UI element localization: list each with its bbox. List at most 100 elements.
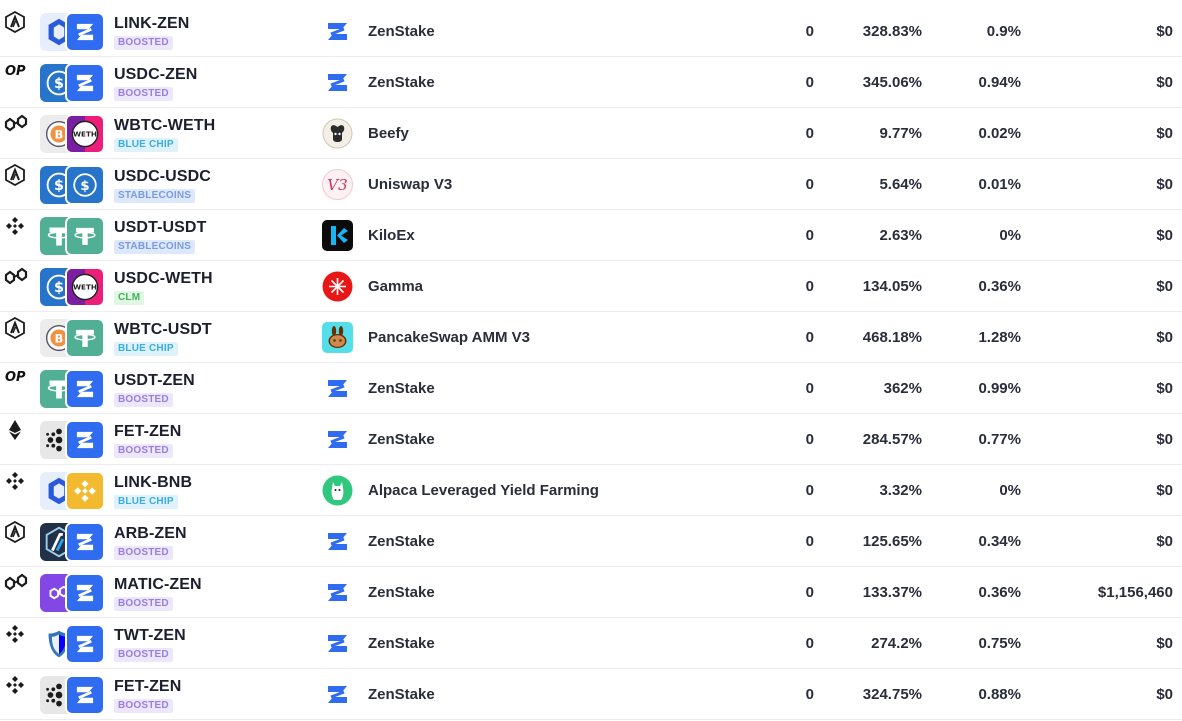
pair-name: MATIC-ZEN <box>114 576 202 593</box>
protocol-name: ZenStake <box>368 431 435 448</box>
table-row[interactable]: B WBTC-USDT BLUE CHIP PancakeSwap AMM V3 0 46… <box>0 312 1182 363</box>
tvl-value: $0 <box>1156 533 1173 550</box>
protocol-name: ZenStake <box>368 635 435 652</box>
table-row[interactable]: B WETH WBTC-WETH BLUE CHIP Beefy 0 9.77% 0.02% $… <box>0 108 1182 159</box>
bnb-token-icon <box>65 471 105 511</box>
daily-rate-value: 0.36% <box>978 278 1021 295</box>
ethereum-chain-icon <box>4 419 28 440</box>
deposited-value: 0 <box>805 329 814 346</box>
deposited-value: 0 <box>805 74 814 91</box>
apr-value: 274.2% <box>871 635 922 652</box>
daily-rate-value: 0.9% <box>986 23 1021 40</box>
deposited-value: 0 <box>805 125 814 142</box>
table-row[interactable]: TWT-ZEN BOOSTED ZenStake 0 274.2% 0.75% $0 <box>0 618 1182 669</box>
protocol-name: ZenStake <box>368 74 435 91</box>
table-row[interactable]: ARB-ZEN BOOSTED ZenStake 0 125.65% 0.34% $0 <box>0 516 1182 567</box>
table-row[interactable]: OP USDT-ZEN BOOSTED ZenStake 0 362% 0.99% $0 <box>0 363 1182 414</box>
daily-rate-value: 1.28% <box>978 329 1021 346</box>
zen-token-icon <box>65 369 105 409</box>
token-pair-icons: B <box>40 318 105 358</box>
token-pair-icons: B WETH <box>40 114 105 154</box>
protocol-name: PancakeSwap AMM V3 <box>368 329 531 346</box>
vault-tag-badge: BOOSTED <box>114 546 173 560</box>
bnb-chain-icon <box>4 215 28 235</box>
bnb-chain-icon <box>4 623 28 643</box>
zen-token-icon <box>65 675 105 715</box>
beefy-logo-icon <box>322 118 353 149</box>
daily-rate-value: 0.75% <box>978 635 1021 652</box>
table-row[interactable]: LINK-ZEN BOOSTED ZenStake 0 328.83% 0.9% $0 <box>0 6 1182 57</box>
tvl-value: $0 <box>1156 635 1173 652</box>
deposited-value: 0 <box>805 635 814 652</box>
svg-text:$: $ <box>54 76 64 92</box>
arbitrum-chain-icon <box>4 164 28 186</box>
table-row[interactable]: USDT-USDT STABLECOINS KiloEx 0 2.63% 0% $0 <box>0 210 1182 261</box>
arbitrum-chain-icon <box>4 521 28 543</box>
apr-value: 362% <box>883 380 922 397</box>
protocol-name: ZenStake <box>368 23 435 40</box>
usdt-token-icon <box>65 318 105 358</box>
weth-token-icon: WETH <box>65 267 105 307</box>
tvl-value: $0 <box>1156 227 1173 244</box>
bnb-chain-icon <box>4 470 28 490</box>
deposited-value: 0 <box>805 176 814 193</box>
pair-name: USDC-WETH <box>114 270 213 287</box>
svg-text:OP: OP <box>5 370 26 384</box>
apr-value: 133.37% <box>862 584 922 601</box>
apr-value: 2.63% <box>879 227 922 244</box>
table-row[interactable]: $ WETH USDC-WETH CLM Gamma 0 134.05% 0.36% $0 <box>0 261 1182 312</box>
token-pair-icons: $ <box>40 63 105 103</box>
zen-token-icon <box>65 63 105 103</box>
table-row[interactable]: FET-ZEN BOOSTED ZenStake 0 284.57% 0.77% $0 <box>0 414 1182 465</box>
apr-value: 345.06% <box>862 74 922 91</box>
apr-value: 3.32% <box>879 482 922 499</box>
deposited-value: 0 <box>805 23 814 40</box>
vault-tag-badge: STABLECOINS <box>114 189 196 203</box>
svg-text:B: B <box>55 127 64 141</box>
polygon-chain-icon <box>4 572 28 592</box>
zen-token-icon <box>65 624 105 664</box>
pair-name: USDC-USDC <box>114 168 211 185</box>
table-row[interactable]: FET-ZEN BOOSTED ZenStake 0 324.75% 0.88% $0 <box>0 669 1182 720</box>
zen-token-icon <box>65 522 105 562</box>
pair-name: LINK-ZEN <box>114 15 190 32</box>
deposited-value: 0 <box>805 431 814 448</box>
table-row[interactable]: OP $ USDC-ZEN BOOSTED ZenStake 0 345.06% 0.94% $… <box>0 57 1182 108</box>
token-pair-icons: $ $ <box>40 165 105 205</box>
daily-rate-value: 0.02% <box>978 125 1021 142</box>
zenstake-logo-icon <box>322 628 353 659</box>
token-pair-icons <box>40 624 105 664</box>
daily-rate-value: 0.94% <box>978 74 1021 91</box>
apr-value: 134.05% <box>862 278 922 295</box>
optimism-chain-icon: OP <box>4 368 28 388</box>
table-row[interactable]: MATIC-ZEN BOOSTED ZenStake 0 133.37% 0.36% $1,… <box>0 567 1182 618</box>
zenstake-logo-icon <box>322 577 353 608</box>
pair-name: LINK-BNB <box>114 474 193 491</box>
table-row[interactable]: $ $ USDC-USDC STABLECOINS V3 Uniswap V3 0 5.64%… <box>0 159 1182 210</box>
apr-value: 324.75% <box>862 686 922 703</box>
vault-tag-badge: BOOSTED <box>114 36 173 50</box>
deposited-value: 0 <box>805 482 814 499</box>
table-row[interactable]: LINK-BNB BLUE CHIP Alpaca Leveraged Yield … <box>0 465 1182 516</box>
deposited-value: 0 <box>805 584 814 601</box>
apr-value: 9.77% <box>879 125 922 142</box>
svg-text:WETH: WETH <box>73 283 97 292</box>
vault-tag-badge: BOOSTED <box>114 699 173 713</box>
token-pair-icons <box>40 675 105 715</box>
zenstake-logo-icon <box>322 67 353 98</box>
daily-rate-value: 0.34% <box>978 533 1021 550</box>
vault-tag-badge: BOOSTED <box>114 87 173 101</box>
daily-rate-value: 0.01% <box>978 176 1021 193</box>
protocol-name: ZenStake <box>368 380 435 397</box>
apr-value: 5.64% <box>879 176 922 193</box>
protocol-name: Gamma <box>368 278 424 295</box>
tvl-value: $0 <box>1156 329 1173 346</box>
svg-text:V3: V3 <box>327 176 347 194</box>
zenstake-logo-icon <box>322 16 353 47</box>
vault-tag-badge: BOOSTED <box>114 597 173 611</box>
protocol-name: Alpaca Leveraged Yield Farming <box>368 482 599 499</box>
vault-tag-badge: BOOSTED <box>114 393 173 407</box>
polygon-chain-icon <box>4 113 28 133</box>
protocol-name: Beefy <box>368 125 409 142</box>
